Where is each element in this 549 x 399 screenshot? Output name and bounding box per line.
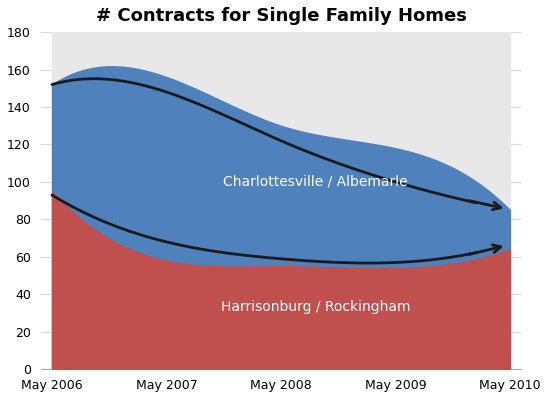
Text: Charlottesville / Albemarle: Charlottesville / Albemarle (223, 175, 407, 189)
Title: # Contracts for Single Family Homes: # Contracts for Single Family Homes (96, 7, 467, 25)
Text: Harrisonburg / Rockingham: Harrisonburg / Rockingham (221, 300, 410, 314)
